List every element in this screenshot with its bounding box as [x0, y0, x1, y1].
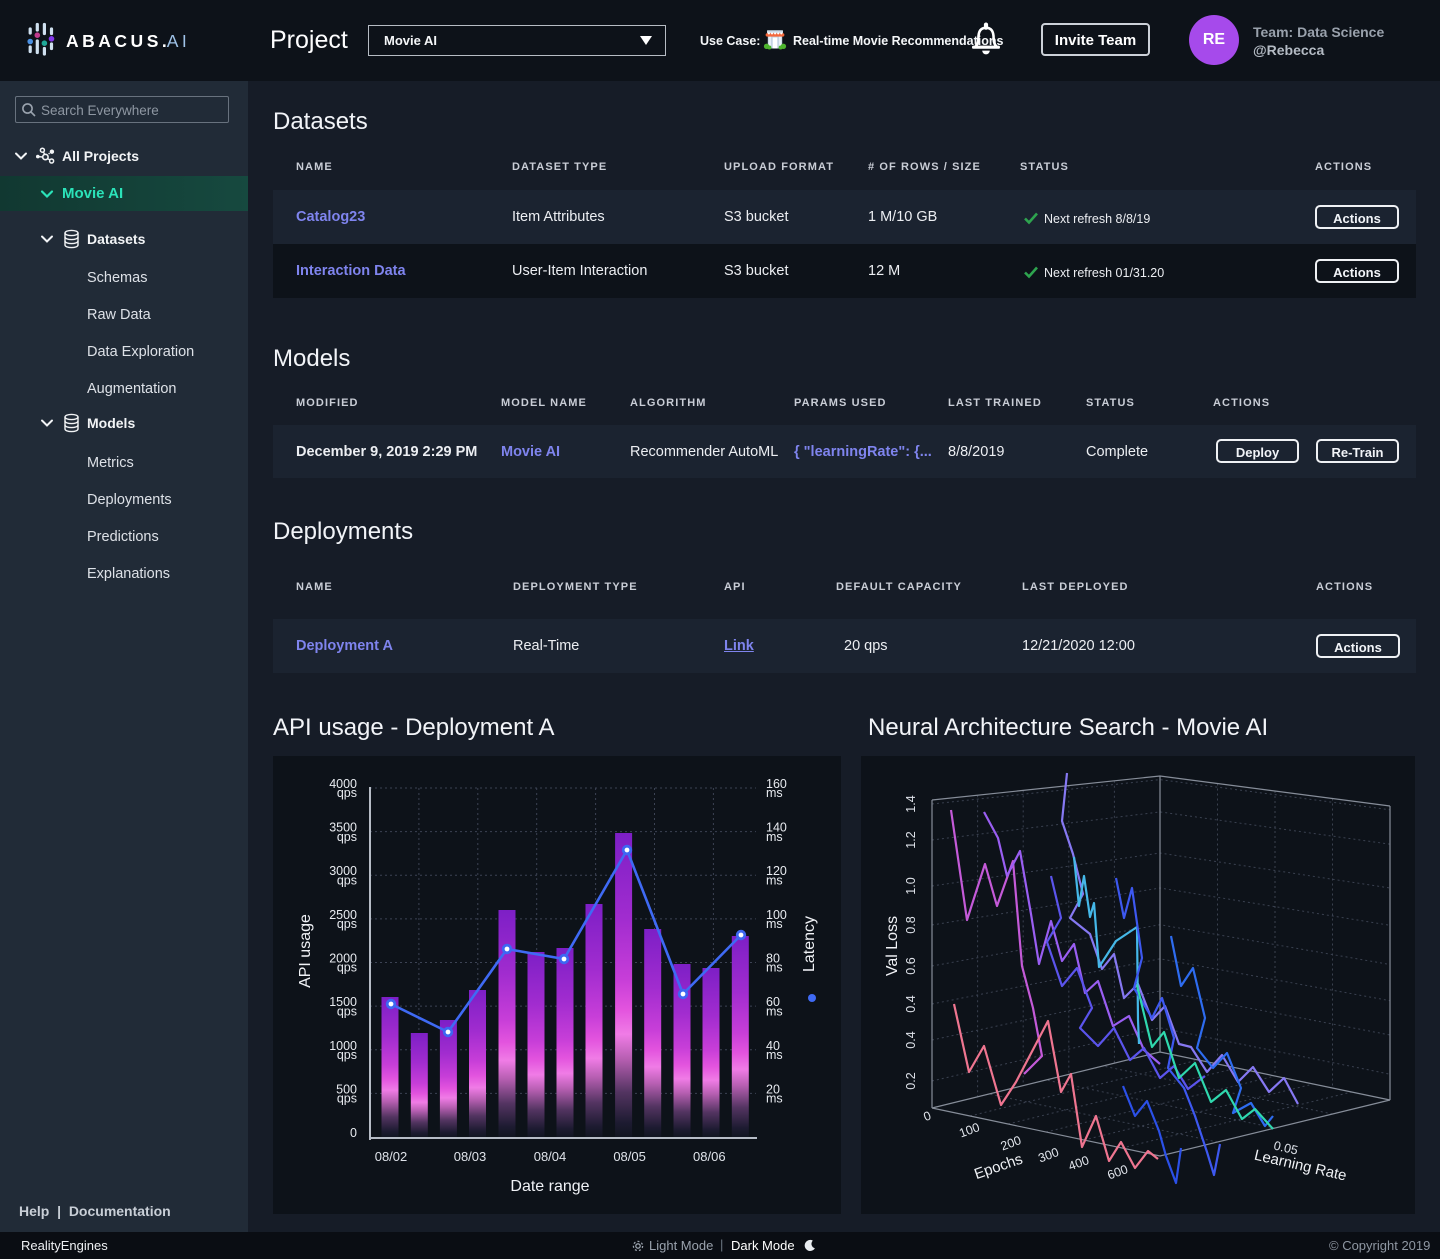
- svg-text:100: 100: [957, 1120, 981, 1140]
- svg-text:ms: ms: [766, 1004, 783, 1018]
- svg-text:Learning Rate: Learning Rate: [1253, 1147, 1349, 1185]
- svg-text:08/04: 08/04: [534, 1149, 567, 1164]
- svg-text:0.05: 0.05: [1272, 1139, 1299, 1158]
- svg-text:0.4: 0.4: [904, 1031, 918, 1048]
- svg-text:qps: qps: [337, 786, 357, 800]
- svg-text:qps: qps: [337, 961, 357, 975]
- svg-text:200: 200: [999, 1133, 1023, 1153]
- svg-text:80: 80: [766, 952, 780, 966]
- svg-text:3000: 3000: [329, 864, 357, 878]
- svg-text:0.6: 0.6: [904, 957, 918, 974]
- svg-text:140: 140: [766, 821, 787, 835]
- svg-text:qps: qps: [337, 1048, 357, 1062]
- svg-text:1500: 1500: [329, 995, 357, 1009]
- svg-text:120: 120: [766, 864, 787, 878]
- svg-text:qps: qps: [337, 873, 357, 887]
- svg-text:160: 160: [766, 777, 787, 791]
- svg-text:100: 100: [766, 908, 787, 922]
- svg-text:ms: ms: [766, 786, 783, 800]
- svg-text:1.0: 1.0: [904, 877, 918, 894]
- svg-text:0: 0: [350, 1126, 357, 1140]
- svg-text:ms: ms: [766, 961, 783, 975]
- svg-text:4000: 4000: [329, 777, 357, 791]
- svg-text:ms: ms: [766, 917, 783, 931]
- svg-text:0: 0: [922, 1108, 933, 1124]
- svg-text:Epochs: Epochs: [972, 1151, 1025, 1183]
- svg-text:600: 600: [1105, 1162, 1129, 1182]
- svg-text:ms: ms: [766, 1048, 783, 1062]
- svg-text:40: 40: [766, 1039, 780, 1053]
- svg-text:qps: qps: [337, 917, 357, 931]
- svg-text:qps: qps: [337, 830, 357, 844]
- svg-text:3500: 3500: [329, 821, 357, 835]
- svg-text:qps: qps: [337, 1092, 357, 1106]
- svg-text:qps: qps: [337, 1004, 357, 1018]
- svg-text:08/06: 08/06: [693, 1149, 726, 1164]
- svg-text:Date range: Date range: [510, 1178, 589, 1195]
- svg-text:ms: ms: [766, 1092, 783, 1106]
- svg-text:08/05: 08/05: [613, 1149, 646, 1164]
- svg-text:0.8: 0.8: [904, 916, 918, 933]
- svg-text:1.2: 1.2: [904, 831, 918, 848]
- svg-text:0.4: 0.4: [904, 995, 918, 1012]
- svg-text:1000: 1000: [329, 1039, 357, 1053]
- svg-text:ms: ms: [766, 830, 783, 844]
- svg-text:0.2: 0.2: [904, 1072, 918, 1089]
- svg-text:ms: ms: [766, 873, 783, 887]
- svg-text:1.4: 1.4: [904, 795, 918, 812]
- svg-text:08/03: 08/03: [454, 1149, 487, 1164]
- svg-text:2500: 2500: [329, 908, 357, 922]
- svg-text:Latency: Latency: [801, 916, 818, 972]
- svg-text:300: 300: [1036, 1145, 1060, 1165]
- svg-text:08/02: 08/02: [375, 1149, 408, 1164]
- svg-text:API usage: API usage: [297, 914, 314, 988]
- svg-text:400: 400: [1067, 1153, 1091, 1173]
- svg-text:Val Loss: Val Loss: [884, 916, 901, 976]
- svg-text:60: 60: [766, 995, 780, 1009]
- svg-text:2000: 2000: [329, 952, 357, 966]
- svg-text:500: 500: [336, 1082, 357, 1096]
- svg-text:20: 20: [766, 1082, 780, 1096]
